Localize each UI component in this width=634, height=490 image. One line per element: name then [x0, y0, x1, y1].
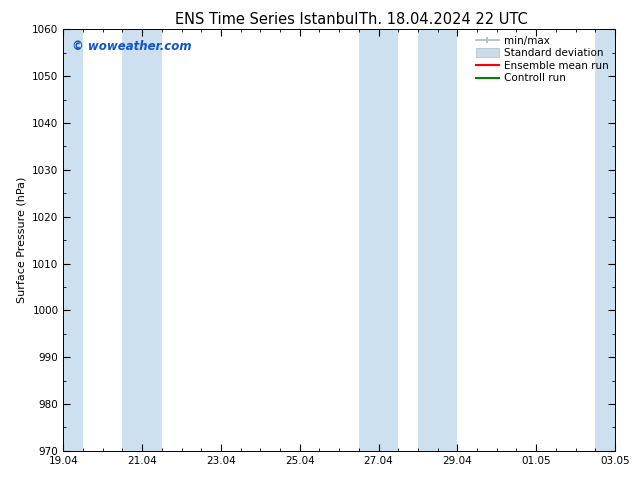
Y-axis label: Surface Pressure (hPa): Surface Pressure (hPa): [16, 177, 27, 303]
Legend: min/max, Standard deviation, Ensemble mean run, Controll run: min/max, Standard deviation, Ensemble me…: [472, 31, 613, 88]
Bar: [359, 29, 398, 451]
Text: Th. 18.04.2024 22 UTC: Th. 18.04.2024 22 UTC: [359, 12, 528, 27]
Text: © woweather.com: © woweather.com: [72, 40, 191, 53]
Text: ENS Time Series Istanbul: ENS Time Series Istanbul: [174, 12, 358, 27]
Bar: [418, 29, 457, 451]
Bar: [595, 29, 615, 451]
Bar: [122, 29, 162, 451]
Bar: [63, 29, 83, 451]
